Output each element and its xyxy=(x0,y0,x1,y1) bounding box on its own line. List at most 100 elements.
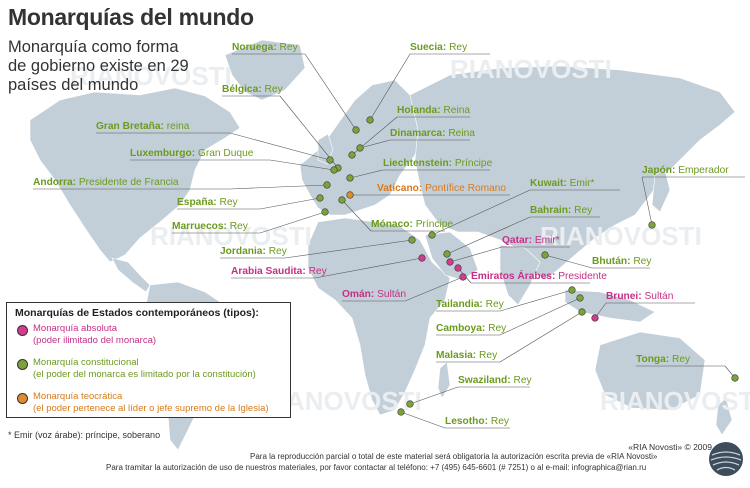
country-name: Bélgica: xyxy=(222,84,264,95)
leader-line-luxemburgo xyxy=(269,159,335,171)
country-name: Malasia: xyxy=(436,350,479,361)
country-name: Holanda: xyxy=(397,105,443,116)
country-label-kuwait: Kuwait: Emir* xyxy=(530,178,595,189)
footer-line-2: Para tramitar la autorización de uso de … xyxy=(106,463,647,472)
marker-malasia xyxy=(578,308,586,316)
marker-qatar xyxy=(446,258,454,266)
ruler-title: Pontífice Romano xyxy=(425,183,506,194)
legend-swatch-absoluta xyxy=(17,325,28,336)
country-name: Dinamarca: xyxy=(390,128,448,139)
subtitle-line: de gobierno existe en 29 xyxy=(8,57,189,75)
legend-item-absoluta: Monarquía absoluta (poder ilimitado del … xyxy=(33,323,156,347)
marker-jordania xyxy=(408,236,416,244)
marker-marruecos xyxy=(321,208,329,216)
country-label-luxemburgo: Luxemburgo: Gran Duque xyxy=(130,148,254,159)
leader-line-bhutan xyxy=(544,254,593,269)
watermark-text: RIANOVOSTI xyxy=(450,54,612,84)
country-name: Liechtenstein: xyxy=(383,158,455,169)
country-label-holanda: Holanda: Reina xyxy=(397,105,470,116)
japan-shape xyxy=(651,169,671,213)
africa-shape xyxy=(307,217,451,416)
marker-holanda xyxy=(348,151,356,159)
country-label-liechtenstein: Liechtenstein: Príncipe xyxy=(383,158,493,169)
ruler-title: Rey xyxy=(264,84,283,95)
australia-shape xyxy=(594,331,706,411)
legend-item-title: Monarquía constitucional xyxy=(33,357,139,368)
credit: «RIA Novosti» © 2009 xyxy=(628,442,712,452)
country-name: Qatar: xyxy=(502,235,535,246)
country-name: Omán: xyxy=(342,289,377,300)
ruler-title: Sultán xyxy=(377,289,406,300)
country-label-marruecos: Marruecos: Rey xyxy=(172,221,249,232)
ruler-title: Rey xyxy=(633,256,652,267)
country-label-vaticano: Vaticano: Pontífice Romano xyxy=(377,183,506,194)
legend-item-desc: (poder ilimitado del monarca) xyxy=(33,335,157,346)
ruler-title: Rey xyxy=(672,354,691,365)
leader-line-marruecos xyxy=(259,211,326,234)
country-label-belgica: Bélgica: Rey xyxy=(222,84,283,95)
leader-line-oman xyxy=(404,276,464,302)
marker-bahrain xyxy=(443,250,451,258)
country-name: Lesotho: xyxy=(445,416,491,427)
central-america-shape xyxy=(111,257,151,293)
marker-liechtenstein xyxy=(346,174,354,182)
leader-line-camboya xyxy=(499,297,581,336)
country-label-tonga: Tonga: Rey xyxy=(636,354,691,365)
ruler-title: Presidente de Francia xyxy=(79,177,179,188)
marker-tonga xyxy=(731,374,739,382)
legend-box: Monarquías de Estados contemporáneos (ti… xyxy=(6,302,291,418)
country-name: Noruega: xyxy=(232,42,280,53)
ruler-title: Rey xyxy=(488,323,507,334)
leader-line-liechtenstein xyxy=(349,169,384,179)
country-label-gran-bretana: Gran Bretaña: reina xyxy=(96,121,190,132)
country-name: Brunei: xyxy=(606,291,645,302)
country-label-tailandia: Tailandia: Rey xyxy=(436,299,505,310)
leader-line-japon xyxy=(641,176,653,226)
marker-gran-bretana xyxy=(326,156,334,164)
watermark-text: RIANOVOSTI xyxy=(540,221,702,251)
leader-line-swaziland xyxy=(409,386,459,405)
marker-oman xyxy=(459,273,467,281)
country-label-oman: Omán: Sultán xyxy=(342,289,406,300)
india-shape xyxy=(499,244,541,306)
ruler-title: Gran Duque xyxy=(198,148,254,159)
new-zealand-shape xyxy=(715,397,733,436)
country-name: Vaticano: xyxy=(377,183,425,194)
watermark-text: RIANOVOSTI xyxy=(600,386,750,416)
country-name: Swaziland: xyxy=(458,375,513,386)
leader-line-tailandia xyxy=(499,289,573,312)
ruler-title: Emir* xyxy=(535,235,560,246)
country-label-suecia: Suecia: Rey xyxy=(410,42,468,53)
country-name: Jordania: xyxy=(220,246,269,257)
country-name: Suecia: xyxy=(410,42,449,53)
ruler-title: Emir* xyxy=(570,178,595,189)
leader-line-monaco xyxy=(341,199,372,232)
greenland-shape xyxy=(224,39,306,101)
ruler-title: Rey xyxy=(280,42,299,53)
footnote: * Emir (voz árabe): príncipe, soberano xyxy=(8,430,161,440)
country-name: Mónaco: xyxy=(371,219,416,230)
country-label-japon: Japón: Emperador xyxy=(642,165,729,176)
leader-line-kuwait xyxy=(431,189,531,236)
country-label-espana: España: Rey xyxy=(177,197,238,208)
country-name: Andorra: xyxy=(33,177,79,188)
country-label-andorra: Andorra: Presidente de Francia xyxy=(33,177,179,188)
country-name: Luxemburgo: xyxy=(130,148,198,159)
marker-swaziland xyxy=(406,400,414,408)
marker-arabia-saudita xyxy=(418,254,426,262)
leader-lines xyxy=(33,53,745,429)
country-name: Bhután: xyxy=(592,256,633,267)
country-label-noruega: Noruega: Rey xyxy=(232,42,299,53)
country-markers xyxy=(316,116,739,416)
country-label-jordania: Jordania: Rey xyxy=(220,246,288,257)
legend-item-desc: (el poder del monarca es limitado por la… xyxy=(33,369,256,380)
leader-line-lesotho xyxy=(400,411,446,429)
ruler-title: Rey xyxy=(449,42,468,53)
north-america-shape xyxy=(29,87,241,263)
ruler-title: Rey xyxy=(479,350,498,361)
page-title: Monarquías del mundo xyxy=(8,4,254,30)
marker-suecia xyxy=(366,116,374,124)
leader-line-dinamarca xyxy=(359,139,391,149)
